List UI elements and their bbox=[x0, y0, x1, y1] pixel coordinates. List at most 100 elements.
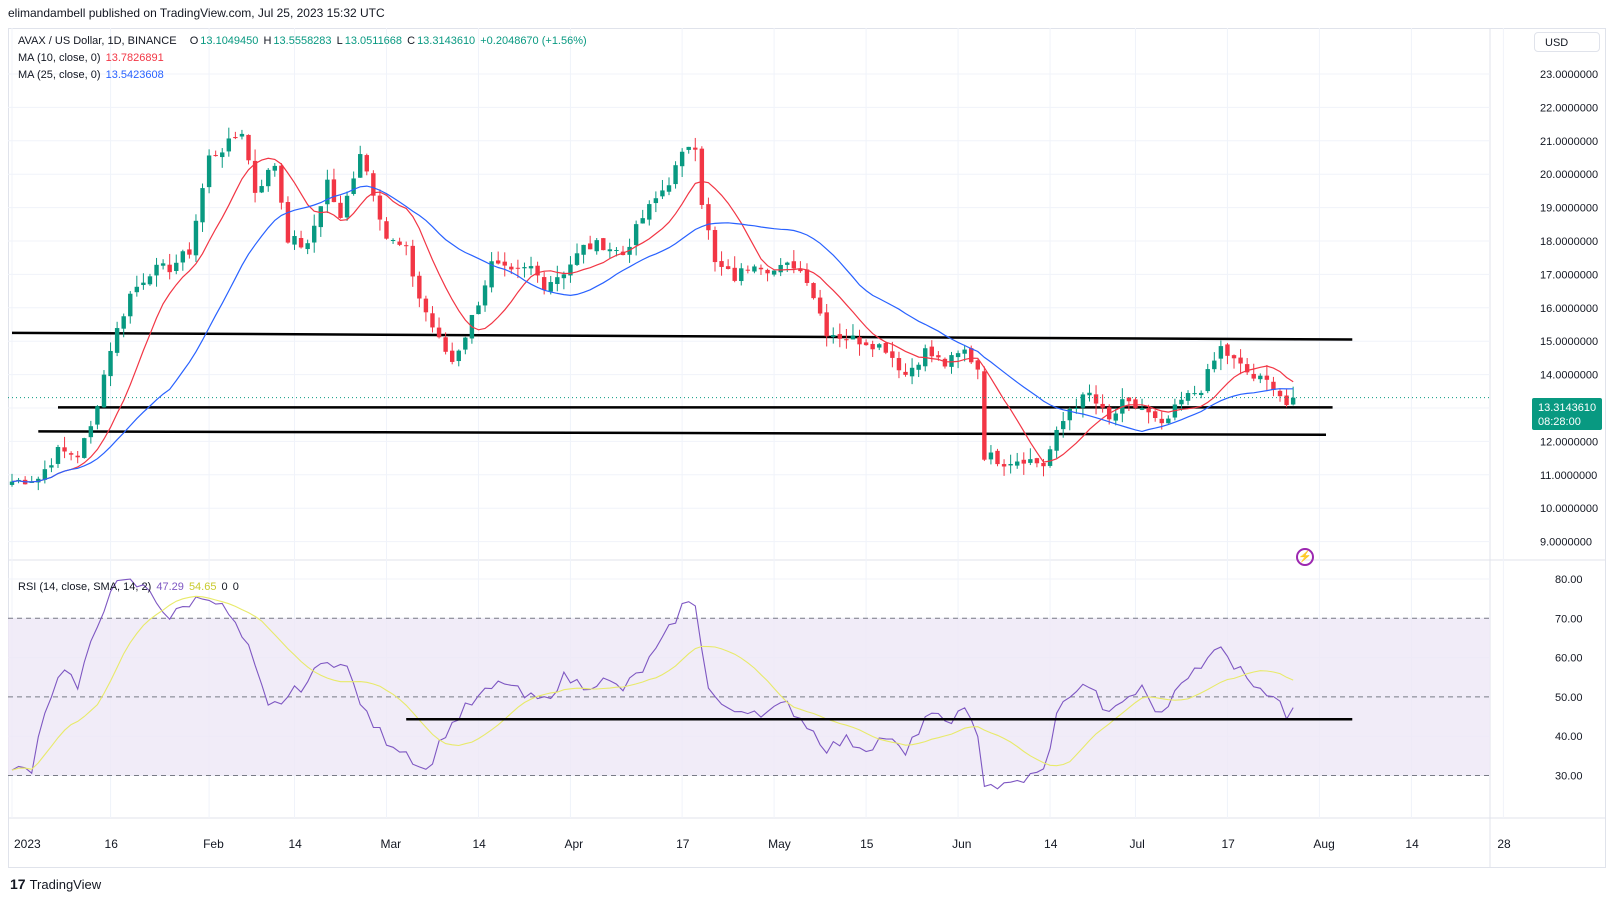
candle-body bbox=[725, 266, 731, 269]
candle-body bbox=[312, 225, 317, 243]
candle-body bbox=[443, 337, 448, 352]
moving-averages bbox=[8, 157, 1490, 483]
candle-body bbox=[831, 335, 836, 337]
open-value: 13.1049450 bbox=[200, 35, 259, 47]
candle-body bbox=[693, 147, 698, 150]
time-tick-label: 17 bbox=[1221, 837, 1235, 851]
candle-body bbox=[476, 305, 481, 315]
rsi-label: RSI (14, close, SMA, 14, 2) bbox=[18, 581, 152, 593]
candle-body bbox=[114, 328, 120, 353]
legend-ma25: MA (25, close, 0) 13.5423608 bbox=[18, 69, 166, 81]
candle-body bbox=[942, 358, 948, 367]
candle-body bbox=[193, 220, 199, 256]
candle-body bbox=[929, 346, 934, 357]
candle-body bbox=[548, 282, 553, 292]
candle-body bbox=[325, 179, 330, 205]
lightning-icon[interactable]: ⚡ bbox=[1296, 548, 1314, 566]
symbol-label: AVAX / US Dollar, 1D, BINANCE bbox=[18, 35, 177, 47]
price-tick-label: 19.0000000 bbox=[1540, 203, 1598, 215]
candle-body bbox=[1212, 360, 1217, 370]
close-value: 13.3143610 bbox=[417, 35, 476, 47]
candle-body bbox=[1192, 393, 1197, 395]
candle-body bbox=[535, 265, 540, 276]
candle-body bbox=[1001, 464, 1007, 467]
price-tick-label: 22.0000000 bbox=[1540, 102, 1598, 114]
candle-body bbox=[1231, 355, 1237, 359]
candle-body bbox=[1159, 418, 1164, 424]
rsi-extra2: 0 bbox=[232, 581, 239, 593]
price-tick-label: 17.0000000 bbox=[1540, 269, 1598, 281]
time-tick-label: Jun bbox=[952, 837, 971, 851]
candle-body bbox=[338, 202, 343, 218]
candle-body bbox=[896, 358, 902, 371]
candle-body bbox=[298, 238, 304, 248]
last-price: 13.3143610 bbox=[1538, 402, 1597, 414]
candle-body bbox=[1185, 393, 1191, 401]
rsi-lines bbox=[11, 578, 1353, 790]
currency-button[interactable]: USD bbox=[1534, 32, 1600, 52]
candle-body bbox=[568, 264, 573, 276]
candle-body bbox=[587, 243, 593, 250]
support-line bbox=[38, 430, 1327, 436]
price-tick-label: 20.0000000 bbox=[1540, 169, 1598, 181]
candle-body bbox=[128, 293, 133, 317]
candle-body bbox=[706, 204, 711, 231]
rsi-line bbox=[11, 578, 1294, 790]
candle-body bbox=[574, 253, 580, 265]
price-tick-label: 23.0000000 bbox=[1540, 69, 1598, 81]
candle-body bbox=[982, 371, 987, 460]
candle-body bbox=[305, 243, 310, 250]
candle-body bbox=[607, 249, 613, 252]
candle-body bbox=[62, 447, 67, 452]
candle-body bbox=[679, 151, 685, 167]
candle-body bbox=[949, 355, 954, 367]
candle-body bbox=[1139, 408, 1145, 410]
candle-body bbox=[916, 364, 921, 370]
candle-body bbox=[502, 261, 507, 266]
candle-body bbox=[1238, 357, 1243, 364]
candle-body bbox=[272, 165, 277, 171]
candle-body bbox=[331, 179, 337, 203]
rsi-tick-label: 50.00 bbox=[1555, 692, 1583, 704]
candle-body bbox=[75, 455, 80, 458]
candle-body bbox=[969, 348, 974, 363]
high-value: 13.5558283 bbox=[273, 35, 332, 47]
candle-body bbox=[88, 426, 94, 438]
candle-body bbox=[1100, 403, 1105, 408]
candle-body bbox=[877, 344, 882, 348]
candle-body bbox=[108, 350, 113, 377]
low-label: L bbox=[336, 35, 343, 47]
time-tick-label: 14 bbox=[289, 837, 303, 851]
candle-body bbox=[541, 277, 547, 290]
candle-body bbox=[42, 469, 48, 480]
candle-body bbox=[239, 133, 245, 137]
candle-body bbox=[837, 334, 843, 339]
candle-body bbox=[49, 465, 54, 468]
candle-body bbox=[1152, 411, 1158, 419]
candle-body bbox=[456, 350, 461, 362]
candle-body bbox=[1015, 461, 1020, 466]
ma10-value: 13.7826891 bbox=[105, 52, 164, 64]
candle-body bbox=[141, 282, 146, 286]
candle-body bbox=[863, 342, 869, 346]
candle-body bbox=[1113, 413, 1118, 421]
candle-body bbox=[515, 267, 521, 269]
candle-body bbox=[344, 195, 350, 218]
candle-body bbox=[1258, 375, 1263, 380]
candle-body bbox=[187, 249, 192, 255]
candle-body bbox=[371, 173, 376, 196]
candle-body bbox=[824, 312, 829, 337]
candle-body bbox=[318, 206, 323, 228]
price-tick-label: 15.0000000 bbox=[1540, 336, 1598, 348]
candle-body bbox=[857, 337, 862, 345]
candle-body bbox=[449, 350, 455, 362]
candle-body bbox=[883, 343, 889, 353]
candle-body bbox=[397, 241, 402, 245]
candle-body bbox=[259, 186, 264, 193]
candle-body bbox=[581, 244, 586, 255]
candle-body bbox=[909, 367, 915, 377]
candle-body bbox=[1251, 373, 1256, 379]
price-tick-label: 11.0000000 bbox=[1540, 470, 1597, 482]
candle-body bbox=[791, 261, 797, 269]
